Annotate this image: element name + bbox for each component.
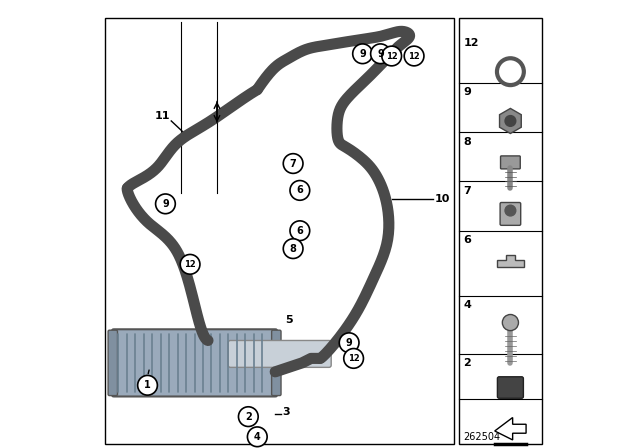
Circle shape: [156, 194, 175, 214]
Circle shape: [180, 254, 200, 274]
Text: 12: 12: [348, 354, 360, 363]
Text: 8: 8: [463, 137, 471, 146]
FancyBboxPatch shape: [108, 330, 118, 396]
Text: 8: 8: [290, 244, 296, 254]
Circle shape: [290, 221, 310, 241]
Text: 9: 9: [359, 49, 366, 59]
Circle shape: [504, 65, 517, 78]
Text: 4: 4: [254, 432, 260, 442]
Circle shape: [284, 154, 303, 173]
FancyBboxPatch shape: [500, 202, 521, 225]
Circle shape: [505, 205, 516, 216]
Text: 9: 9: [463, 87, 471, 97]
Text: 1: 1: [144, 380, 151, 390]
Text: 3: 3: [282, 407, 289, 417]
Text: 9: 9: [346, 338, 353, 348]
Text: 12: 12: [463, 38, 479, 48]
FancyBboxPatch shape: [500, 156, 520, 169]
Text: 9: 9: [377, 49, 384, 59]
Circle shape: [505, 116, 516, 126]
Text: 7: 7: [463, 186, 471, 196]
Text: 6: 6: [296, 226, 303, 236]
Text: 9: 9: [162, 199, 169, 209]
Polygon shape: [500, 108, 521, 134]
Circle shape: [404, 46, 424, 66]
FancyBboxPatch shape: [497, 377, 524, 398]
Circle shape: [138, 375, 157, 395]
Text: 6: 6: [296, 185, 303, 195]
FancyBboxPatch shape: [459, 18, 541, 444]
Text: 12: 12: [184, 260, 196, 269]
Circle shape: [284, 239, 303, 258]
Text: 12: 12: [408, 52, 420, 60]
Text: 6: 6: [463, 235, 471, 245]
Circle shape: [382, 46, 401, 66]
Text: 12: 12: [386, 52, 397, 60]
FancyBboxPatch shape: [112, 329, 278, 396]
Text: 11: 11: [154, 112, 170, 121]
FancyBboxPatch shape: [228, 340, 332, 367]
Circle shape: [248, 427, 267, 447]
Circle shape: [353, 44, 372, 64]
Text: 4: 4: [463, 300, 471, 310]
Text: 2: 2: [245, 412, 252, 422]
Text: 10: 10: [435, 194, 450, 204]
Circle shape: [290, 181, 310, 200]
Circle shape: [502, 314, 518, 331]
Circle shape: [239, 407, 258, 426]
Circle shape: [344, 349, 364, 368]
Polygon shape: [497, 255, 524, 267]
Text: 262504: 262504: [463, 432, 500, 442]
Text: 2: 2: [463, 358, 471, 368]
FancyBboxPatch shape: [271, 330, 281, 396]
Text: 5: 5: [285, 315, 292, 325]
Circle shape: [339, 333, 359, 353]
Text: 7: 7: [290, 159, 296, 168]
Circle shape: [371, 44, 390, 64]
Polygon shape: [495, 418, 526, 440]
